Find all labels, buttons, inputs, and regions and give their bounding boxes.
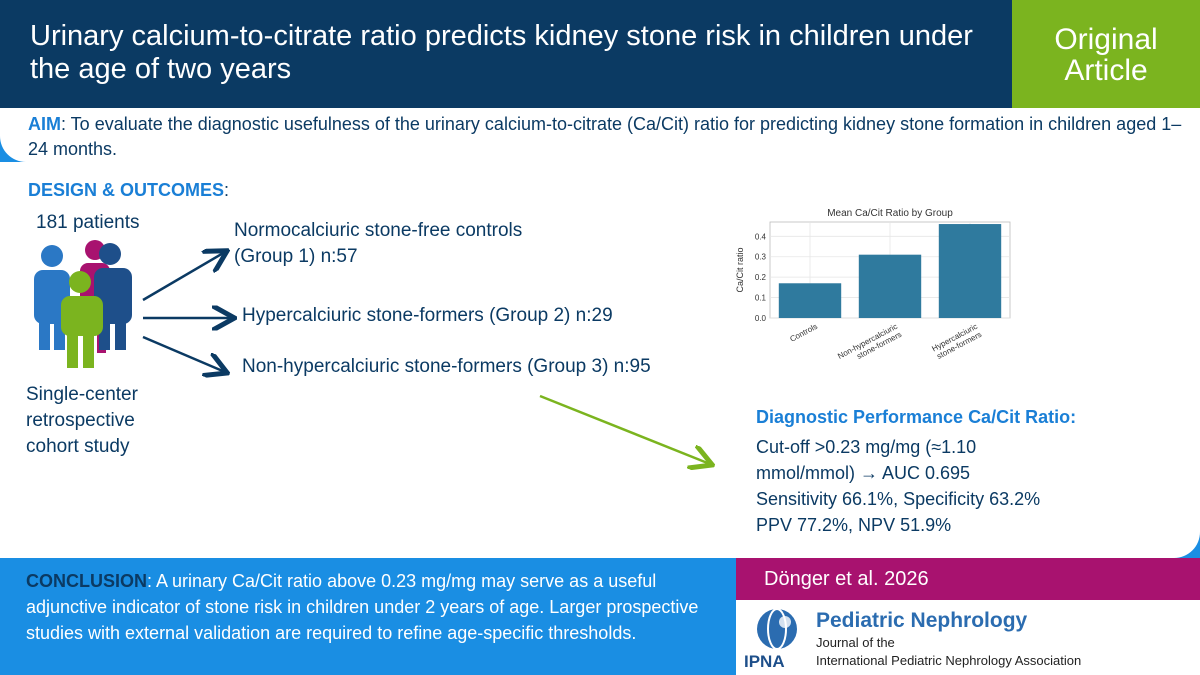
- group2-label: Hypercalciuric stone-formers (Group 2) n…: [242, 305, 613, 326]
- chart-title: Mean Ca/Cit Ratio by Group: [827, 208, 953, 219]
- study-line2: retrospective: [26, 410, 135, 431]
- perf-line3: Sensitivity 66.1%, Specificity 63.2%: [756, 489, 1041, 509]
- design-colon: :: [224, 180, 230, 200]
- study-line1: Single-center: [26, 384, 138, 405]
- globe-logo-icon: [757, 608, 797, 650]
- y-tick-label: 0.0: [755, 314, 767, 323]
- journal-sub2: International Pediatric Nephrology Assoc…: [816, 653, 1082, 668]
- citation: Dönger et al. 2026: [764, 568, 929, 590]
- page-title: Urinary calcium-to-citrate ratio predict…: [30, 20, 973, 85]
- journal-name: Pediatric Nephrology: [816, 609, 1028, 632]
- people-icon: [34, 240, 132, 368]
- ipna-logo-text: IPNA: [744, 652, 785, 671]
- journal-panel: [736, 600, 1200, 675]
- design-label: DESIGN & OUTCOMES: [28, 180, 225, 200]
- article-type-label: Original Article: [1054, 23, 1158, 87]
- group3-label: Non-hypercalciuric stone-formers (Group …: [242, 356, 651, 377]
- conclusion-body: : A urinary Ca/Cit ratio above 0.23 mg/m…: [26, 571, 699, 643]
- aim-panel: [0, 108, 1200, 162]
- citation-bar: [736, 558, 1200, 600]
- study-line3: cohort study: [26, 436, 130, 457]
- aim-body: : To evaluate the diagnostic usefulness …: [28, 114, 1182, 159]
- group1-label: Normocalciuric stone-free controls (Group…: [234, 218, 522, 270]
- arrow-to-performance: [539, 394, 710, 464]
- design-heading: DESIGN & OUTCOMES:: [28, 180, 229, 201]
- group1-line2: (Group 1) n:57: [234, 246, 358, 267]
- aim-text: AIM: To evaluate the diagnostic usefulne…: [28, 112, 1188, 162]
- x-tick-label: Hypercalciuricstone-formers: [930, 322, 983, 361]
- perf-line2: mmol/mmol) → AUC 0.695: [756, 463, 971, 483]
- bar-3: [938, 224, 1002, 318]
- performance-stats: Cut-off >0.23 mg/mg (≈1.10 mmol/mmol) → …: [756, 434, 1186, 538]
- x-tick-line: Controls: [788, 322, 819, 344]
- study-type: Single-center retrospective cohort study: [26, 382, 138, 460]
- y-axis-label: Ca/Cit ratio: [735, 247, 745, 292]
- arrow-group3: [142, 335, 225, 372]
- arrow-group1: [142, 252, 225, 302]
- y-tick-label: 0.3: [755, 253, 767, 262]
- bar-1: [778, 283, 842, 318]
- group1-line1: Normocalciuric stone-free controls: [234, 220, 523, 241]
- x-tick-label: Non-hypercalciuricstone-formers: [836, 322, 903, 369]
- bar-chart: Mean Ca/Cit Ratio by Group 0.0 0.1 0.2 0.3 0.…: [735, 208, 1011, 369]
- article-type-badge: [1012, 0, 1200, 108]
- y-tick-label: 0.1: [755, 294, 767, 303]
- perf-line4: PPV 77.2%, NPV 51.9%: [756, 515, 952, 535]
- title-bar: [0, 0, 1012, 108]
- y-tick-label: 0.2: [755, 273, 767, 282]
- perf-line1: Cut-off >0.23 mg/mg (≈1.10: [756, 437, 977, 457]
- journal-subtitle: Journal of the International Pediatric Ne…: [816, 634, 1081, 670]
- aim-label: AIM: [28, 114, 61, 134]
- x-tick-label: Controls: [788, 322, 819, 344]
- y-tick-label: 0.4: [755, 232, 767, 241]
- bar-2: [858, 254, 922, 318]
- journal-sub1: Journal of the: [816, 635, 895, 650]
- conclusion-text: CONCLUSION: A urinary Ca/Cit ratio above…: [26, 568, 726, 646]
- performance-title: Diagnostic Performance Ca/Cit Ratio:: [756, 407, 1077, 427]
- conclusion-label: CONCLUSION: [26, 571, 147, 591]
- patients-count: 181 patients: [36, 212, 140, 233]
